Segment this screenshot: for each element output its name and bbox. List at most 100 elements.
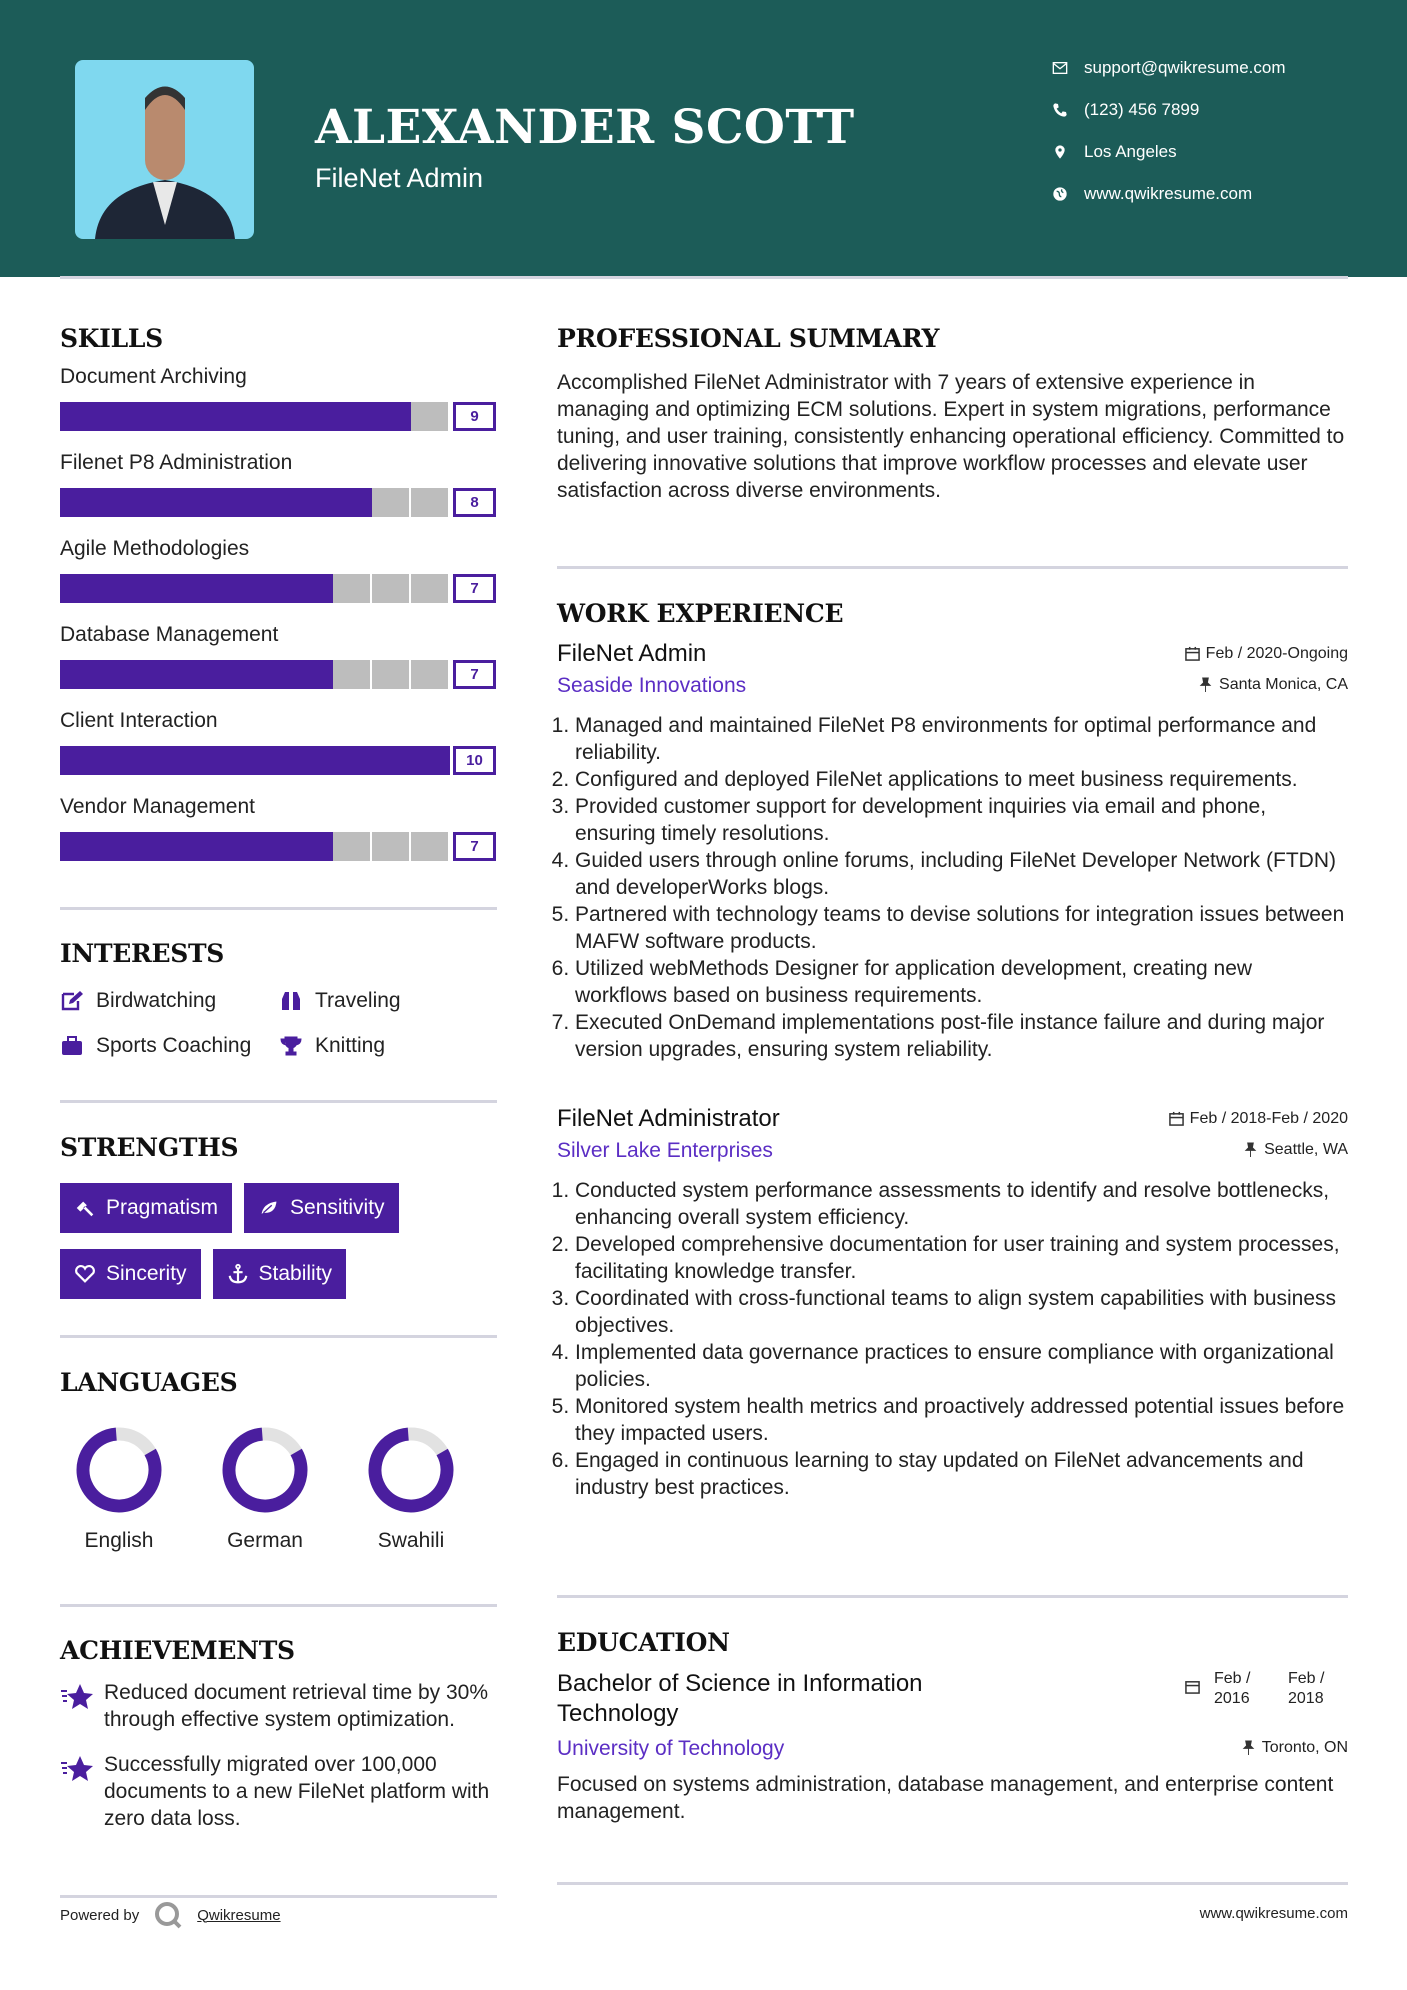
achievement-icon-part (67, 1756, 93, 1781)
strength-icon-part (259, 1199, 279, 1217)
language-item: Swahili (338, 1425, 484, 1553)
job-title: FileNet Admin (557, 640, 707, 667)
skill-level: 7 (453, 660, 496, 689)
skill-level: 8 (453, 488, 496, 517)
divider (60, 1604, 497, 1607)
section-heading: EDUCATION (557, 1628, 730, 1657)
job-location: Seattle, WA (1243, 1141, 1348, 1159)
name: ALEXANDER SCOTT (315, 100, 855, 155)
contact-icon-part (1053, 103, 1067, 117)
strength-tag: Sensitivity (244, 1183, 399, 1233)
job-bullet: Utilized webMethods Designer for applica… (575, 955, 1348, 1009)
skill-name: Agile Methodologies (60, 537, 250, 560)
interest-text: Sports Coaching (96, 1033, 252, 1057)
job-subheader: Seaside Innovations Santa Monica, CA (557, 674, 1348, 698)
calendar-icon (1185, 1681, 1200, 1694)
job-subheader: Silver Lake Enterprises Seattle, WA (557, 1139, 1348, 1163)
divider (60, 1895, 497, 1898)
job-company: Silver Lake Enterprises (557, 1139, 773, 1162)
divider (557, 1882, 1348, 1885)
pin-icon-part (1199, 677, 1212, 692)
skill-bar: 10 (60, 746, 496, 775)
job-header: FileNet Admin Feb / 2020-Ongoing (557, 640, 1348, 668)
skill-bar: 7 (60, 660, 496, 689)
contact-text: Los Angeles (1084, 142, 1177, 161)
skill-bar: 8 (60, 488, 496, 517)
strength-text: Sensitivity (290, 1196, 385, 1219)
language-name: English (84, 1529, 154, 1552)
edu-dates: Feb / 2016 Feb / 2018 (1185, 1669, 1348, 1729)
skill-name: Filenet P8 Administration (60, 451, 293, 474)
job-title: FileNet Admin (315, 163, 484, 193)
skill-fill (60, 402, 411, 431)
interest-icon-part (62, 1040, 82, 1055)
section-heading: WORK EXPERIENCE (557, 599, 844, 628)
interest-icon-part (61, 992, 80, 1010)
contact-text: (123) 456 7899 (1084, 100, 1200, 119)
interest-item: Traveling (279, 978, 497, 1023)
language-item: English (46, 1425, 192, 1553)
job-bullet: Guided users through online forums, incl… (575, 847, 1348, 901)
job-bullet: Managed and maintained FileNet P8 enviro… (575, 712, 1348, 766)
job-bullet: Engaged in continuous learning to stay u… (575, 1447, 1348, 1501)
skill-level: 10 (453, 746, 496, 775)
edu-description: Focused on systems administration, datab… (557, 1773, 1334, 1823)
interest-icon (280, 1036, 302, 1055)
job-bullets: Conducted system performance assessments… (557, 1177, 1348, 1501)
contact-icon (1053, 103, 1067, 117)
divider (60, 1100, 497, 1103)
powered-by: Powered by (60, 1906, 140, 1924)
divider (60, 276, 1348, 279)
interest-text: Birdwatching (96, 988, 217, 1012)
language-name: Swahili (377, 1529, 445, 1552)
skill-bar: 9 (60, 402, 496, 431)
job-bullet: Configured and deployed FileNet applicat… (575, 766, 1348, 793)
section-heading: SKILLS (60, 324, 163, 353)
edu-location: Toronto, ON (1241, 1739, 1348, 1757)
skill-bar: 7 (60, 574, 496, 603)
achievement-icon (61, 1756, 93, 1781)
achievement-text: Reduced document retrieval time by 30% t… (104, 1681, 489, 1731)
interest-text: Traveling (315, 988, 401, 1012)
job-dates: Feb / 2020-Ongoing (1184, 645, 1348, 663)
language-donut (368, 1427, 454, 1513)
pin-icon (1199, 677, 1212, 692)
skill-name: Database Management (60, 623, 279, 646)
achievements-section: ACHIEVEMENTS Reduced document retrieval … (60, 1636, 497, 1850)
contact-item: Los Angeles (1052, 142, 1177, 162)
achievement-item: Successfully migrated over 100,000 docum… (60, 1751, 497, 1832)
strength-icon (228, 1263, 247, 1284)
interest-text: Knitting (315, 1033, 386, 1057)
interest-icon-part (280, 1036, 302, 1055)
job-bullet: Conducted system performance assessments… (575, 1177, 1348, 1231)
contact-icon-part (1056, 188, 1064, 198)
brand-logo (155, 1902, 182, 1929)
job-dates: Feb / 2018-Feb / 2020 (1168, 1109, 1348, 1128)
interest-item: Sports Coaching (60, 1023, 279, 1068)
job-location-text: Seattle, WA (1264, 1140, 1348, 1158)
language-donut (76, 1427, 162, 1513)
contact-item: www.qwikresume.com (1052, 184, 1252, 204)
interest-icon-part (67, 1035, 77, 1043)
footer-website: www.qwikresume.com (1199, 1905, 1348, 1922)
language-name: German (227, 1529, 303, 1552)
job: FileNet Administrator Feb / 2018-Feb / 20… (557, 1105, 1348, 1501)
job-bullet: Provided customer support for developmen… (575, 793, 1348, 847)
strength-tag: Sincerity (60, 1249, 201, 1299)
calendar-icon (1168, 1111, 1184, 1126)
job-location: Santa Monica, CA (1198, 676, 1348, 694)
brand-link[interactable]: Qwikresume (197, 1906, 281, 1924)
skill-name: Client Interaction (60, 709, 218, 732)
section-heading: STRENGTHS (60, 1133, 239, 1162)
job-company: Seaside Innovations (557, 674, 747, 697)
calendar-icon (1184, 646, 1200, 661)
interest-icon (61, 990, 83, 1010)
achievement-text: Successfully migrated over 100,000 docum… (104, 1753, 490, 1830)
strength-icon (76, 1201, 94, 1217)
skill-fill (60, 574, 333, 603)
edu-end: Feb / 2018 (1288, 1670, 1325, 1707)
section-heading: PROFESSIONAL SUMMARY (557, 324, 940, 353)
languages-section: LANGUAGES English German Swahili (60, 1368, 497, 1553)
job-dates-text: Feb / 2018-Feb / 2020 (1189, 1109, 1348, 1127)
experience-section: WORK EXPERIENCE FileNet Admin Feb / 2020-… (557, 599, 1348, 1501)
